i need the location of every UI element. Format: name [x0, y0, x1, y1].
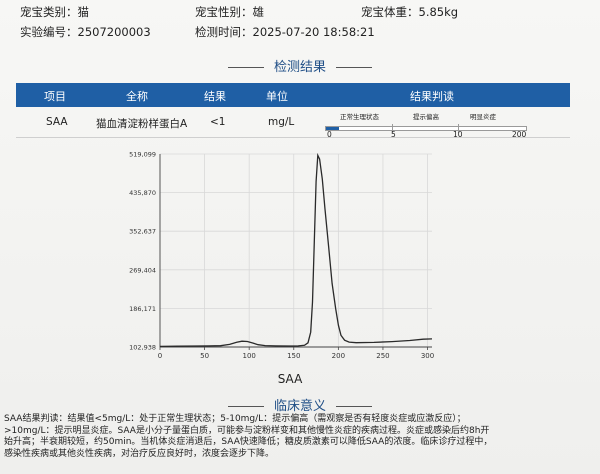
- scale-label-inflammation: 明显炎症: [470, 113, 496, 121]
- row-full-name: 猫血清淀粉样蛋白A: [96, 118, 188, 130]
- interpretation-scale-bar: [325, 124, 527, 133]
- clinical-text-line: >10mg/L：提示明显炎症。SAA是小分子量蛋白质，可能参与淀粉样变和其他慢性…: [4, 425, 490, 436]
- pet-weight-label: 宠宝体重：: [361, 5, 419, 19]
- scale-indicator: [326, 127, 340, 130]
- pet-sex: 宠宝性别：雄: [195, 4, 264, 20]
- x-tick-label: 150: [287, 352, 300, 360]
- y-tick-label: 102,938: [129, 344, 156, 352]
- x-tick-label: 200: [332, 352, 345, 360]
- column-header-unit: 单位: [266, 90, 288, 103]
- scale-tick-200: 200: [512, 130, 527, 139]
- y-tick-label: 186,171: [129, 305, 156, 313]
- clinical-text: SAA结果判读：结果值<5mg/L：处于正常生理状态；5-10mg/L：提示偏高…: [4, 414, 594, 460]
- row-item: SAA: [46, 116, 68, 128]
- clinical-section-title: 临床意义: [0, 395, 600, 414]
- row-unit: mg/L: [268, 116, 295, 128]
- sample-id: 实验编号：2507200003: [20, 24, 151, 40]
- column-header-item: 项目: [44, 90, 66, 103]
- test-time-label: 检测时间：: [195, 25, 253, 39]
- chart-grid: [159, 153, 432, 348]
- y-tick-label: 269,404: [129, 266, 156, 274]
- x-tick-label: 300: [421, 352, 434, 360]
- pet-weight-value: 5.85kg: [418, 5, 459, 19]
- scale-tick-0: 0: [327, 130, 332, 139]
- clinical-title-text: 临床意义: [273, 399, 326, 414]
- y-tick-labels: 102,938 186,171 269,404 352,637 435,870 519,0…: [129, 151, 156, 352]
- x-tick-label: 100: [242, 352, 255, 360]
- results-section-title: 检测结果: [0, 56, 600, 75]
- pet-weight: 宠宝体重：5.85kg: [361, 4, 458, 20]
- column-header-interpretation: 结果判读: [410, 90, 454, 103]
- row-result: <1: [210, 116, 226, 128]
- column-header-result: 结果: [204, 90, 226, 103]
- pet-sex-value: 雄: [252, 5, 265, 19]
- sample-id-label: 实验编号：: [20, 25, 78, 39]
- saa-chart: 102,938 186,171 269,404 352,637 435,870 519,0…: [129, 151, 434, 387]
- results-title-text: 检测结果: [273, 60, 326, 75]
- y-tick-label: 435,870: [129, 189, 156, 197]
- clinical-text-line: SAA结果判读：结果值<5mg/L：处于正常生理状态；5-10mg/L：提示偏高…: [4, 414, 466, 424]
- saa-curve-line: [159, 152, 433, 348]
- scale-tick-10: 10: [453, 130, 463, 139]
- clinical-text-line: 感染性疾病或其他炎性疾病，对治疗反应良好时，浓度会逐步下降。: [4, 448, 275, 459]
- scale-label-elevated: 提示偏高: [413, 113, 439, 121]
- y-tick-label: 352,637: [129, 228, 156, 236]
- pet-type-value: 猫: [77, 5, 90, 19]
- pet-type-label: 宠宝类别：: [20, 5, 78, 19]
- results-table-header: 项目 全称 结果 单位 结果判读: [16, 83, 570, 107]
- scale-label-normal: 正常生理状态: [340, 113, 379, 121]
- x-tick-label: 0: [158, 352, 162, 360]
- x-axis-label: SAA: [278, 372, 303, 386]
- column-header-full-name: 全称: [126, 90, 148, 103]
- pet-sex-label: 宠宝性别：: [195, 5, 253, 19]
- x-tick-label: 250: [376, 352, 389, 360]
- y-tick-label: 519,099: [129, 151, 156, 159]
- scale-divider: [392, 124, 393, 133]
- x-tick-labels: 0 50 100 150 200 250 300: [158, 352, 434, 360]
- x-tick-label: 50: [200, 352, 209, 360]
- table-row: SAA 猫血清淀粉样蛋白A <1 mg/L: [16, 107, 570, 138]
- sample-id-value: 2507200003: [77, 25, 151, 39]
- pet-type: 宠宝类别：猫: [20, 4, 89, 20]
- chart-axes: [159, 154, 432, 350]
- scale-tick-5: 5: [391, 130, 396, 139]
- clinical-text-line: 始升高；半衰期较短，约50min。当机体炎症消退后，SAA快速降低；糖皮质激素可…: [4, 437, 493, 447]
- test-time-value: 2025-07-20 18:58:21: [252, 25, 375, 39]
- test-time: 检测时间：2025-07-20 18:58:21: [195, 24, 375, 40]
- scale-divider: [458, 124, 459, 133]
